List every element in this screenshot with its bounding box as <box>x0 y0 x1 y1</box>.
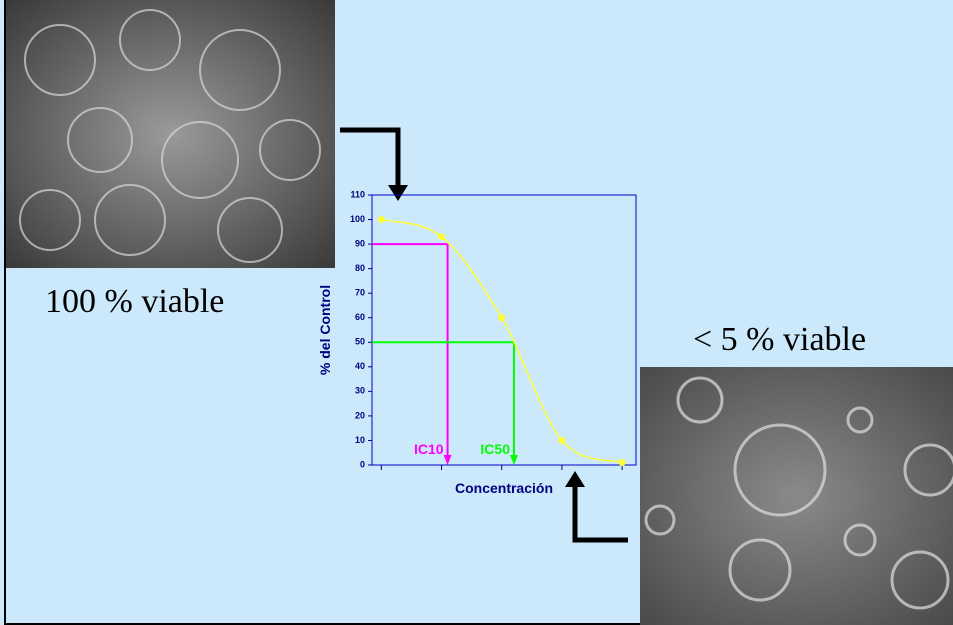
data-point <box>498 314 505 321</box>
data-point <box>558 437 565 444</box>
y-tick-label: 60 <box>355 312 365 322</box>
ic-label: IC10 <box>414 441 444 457</box>
cell-image-nonviable <box>640 367 953 625</box>
data-point <box>378 216 385 223</box>
y-tick-label: 80 <box>355 263 365 273</box>
y-tick-label: 10 <box>355 435 365 445</box>
x-axis-label: Concentración <box>455 480 553 496</box>
data-point <box>438 233 445 240</box>
y-tick-label: 100 <box>350 214 365 224</box>
y-tick-label: 30 <box>355 386 365 396</box>
y-tick-label: 40 <box>355 361 365 371</box>
y-axis-label: % del Control <box>317 285 333 375</box>
y-tick-label: 20 <box>355 410 365 420</box>
y-tick-label: 50 <box>355 337 365 347</box>
caption: 100 % viable <box>45 283 224 320</box>
y-tick-label: 110 <box>350 189 365 199</box>
y-tick-label: 70 <box>355 288 365 298</box>
ic-label: IC50 <box>480 441 510 457</box>
data-point <box>619 459 626 466</box>
y-tick-label: 0 <box>360 459 365 469</box>
slide: 100 % viable < 5 % viable 0 10 20 30 40 50 60 7… <box>0 0 953 625</box>
cell-image-viable <box>6 0 335 268</box>
y-tick-label: 90 <box>355 238 365 248</box>
caption: < 5 % viable <box>693 321 866 358</box>
